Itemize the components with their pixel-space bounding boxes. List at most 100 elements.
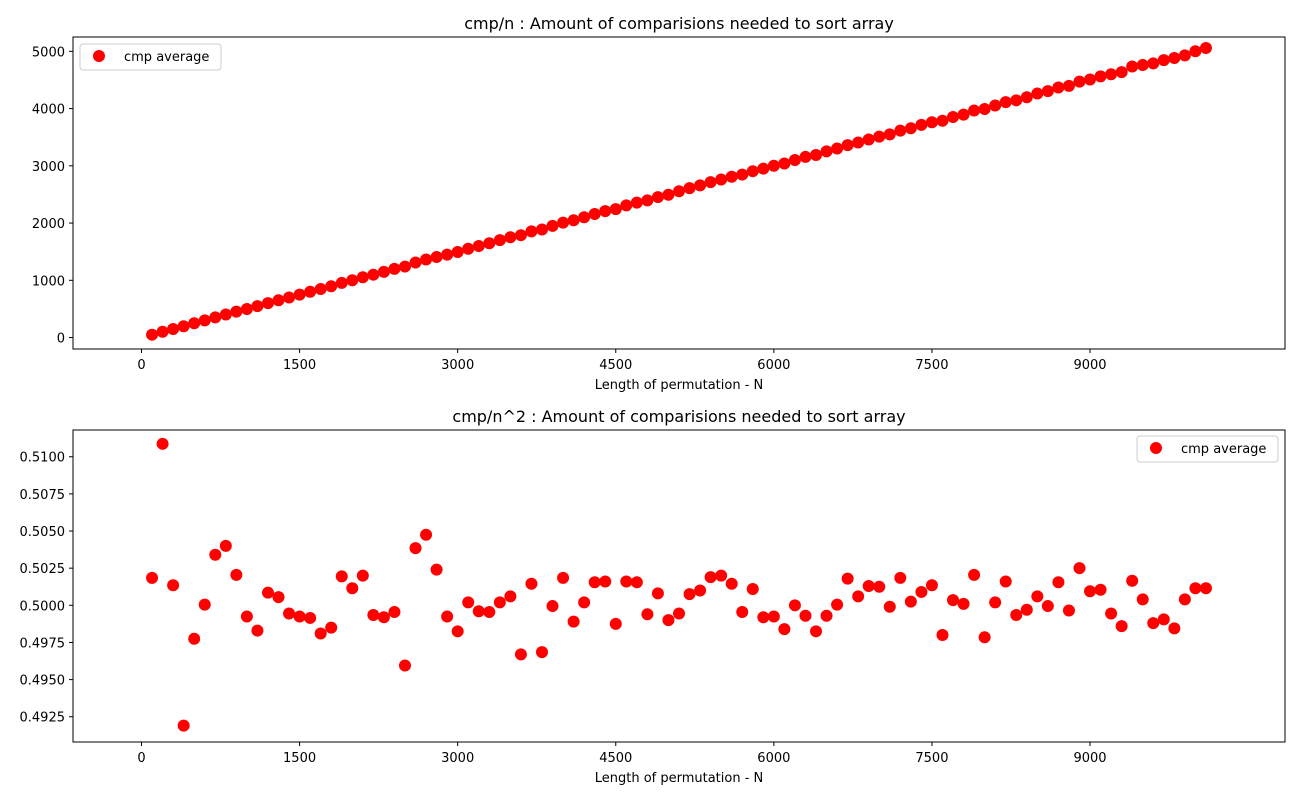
- data-point: [694, 584, 707, 597]
- data-point: [272, 591, 285, 604]
- data-point: [831, 142, 844, 155]
- y-tick-label: 0.5025: [20, 562, 66, 577]
- data-point: [651, 191, 664, 204]
- data-point: [1147, 57, 1160, 70]
- y-tick-label: 0.5100: [20, 451, 66, 466]
- y-tick-label: 2000: [32, 217, 65, 232]
- data-point: [177, 719, 190, 732]
- data-point: [409, 256, 422, 269]
- data-point: [788, 153, 801, 166]
- x-tick-label: 4500: [599, 751, 632, 766]
- data-point: [188, 317, 201, 330]
- data-point: [894, 571, 907, 584]
- data-point: [915, 585, 928, 598]
- x-tick-label: 6000: [757, 751, 790, 766]
- data-point: [1073, 562, 1086, 575]
- data-point: [293, 610, 306, 623]
- data-point: [599, 575, 612, 588]
- data-point: [1084, 73, 1097, 86]
- data-point: [167, 322, 180, 335]
- data-point: [472, 240, 485, 253]
- data-point: [493, 596, 506, 609]
- data-point: [557, 216, 570, 229]
- data-point: [514, 229, 527, 242]
- data-point: [251, 624, 264, 637]
- data-point: [304, 611, 317, 624]
- data-point: [230, 305, 243, 318]
- data-point: [1094, 583, 1107, 596]
- data-point: [852, 590, 865, 603]
- data-point: [314, 627, 327, 640]
- data-point: [799, 150, 812, 163]
- data-point: [662, 188, 675, 201]
- data-point: [430, 563, 443, 576]
- data-point: [715, 569, 728, 582]
- data-point: [367, 608, 380, 621]
- data-point: [810, 148, 823, 161]
- data-point: [504, 590, 517, 603]
- data-point: [651, 587, 664, 600]
- data-point: [1020, 603, 1033, 616]
- data-point: [441, 610, 454, 623]
- data-point: [240, 302, 253, 315]
- data-point: [641, 194, 654, 207]
- data-point: [219, 539, 232, 552]
- data-point: [1073, 75, 1086, 88]
- data-point: [767, 610, 780, 623]
- data-point: [283, 607, 296, 620]
- data-point: [820, 145, 833, 158]
- data-point: [1126, 574, 1139, 587]
- data-point: [567, 615, 580, 628]
- data-point: [673, 607, 685, 620]
- axes-frame: [72, 36, 1286, 350]
- data-point: [335, 276, 348, 289]
- data-point: [978, 102, 991, 115]
- data-point: [799, 609, 812, 622]
- data-point: [841, 139, 854, 152]
- data-point: [778, 623, 791, 636]
- x-tick-label: 1500: [283, 751, 316, 766]
- data-point: [1052, 576, 1065, 589]
- data-point: [420, 253, 433, 266]
- y-tick-label: 0.4925: [20, 711, 66, 726]
- data-point: [1052, 81, 1065, 94]
- data-point: [230, 568, 243, 581]
- data-point: [1094, 70, 1107, 83]
- data-point: [146, 328, 159, 341]
- data-point: [778, 157, 791, 170]
- data-point: [578, 596, 591, 609]
- data-point: [757, 611, 770, 624]
- data-point: [198, 314, 211, 327]
- data-point: [1199, 582, 1212, 595]
- data-point: [588, 208, 601, 221]
- data-point: [936, 114, 949, 127]
- data-point: [209, 311, 222, 324]
- data-point: [251, 300, 264, 313]
- data-point: [883, 600, 896, 613]
- data-point: [578, 211, 591, 224]
- data-point: [1105, 68, 1118, 81]
- data-point: [704, 176, 717, 189]
- y-tick-label: 0.5075: [20, 488, 66, 503]
- data-point: [767, 159, 780, 172]
- data-point: [261, 297, 274, 310]
- data-point: [219, 308, 232, 321]
- data-point: [167, 579, 180, 592]
- chart-cmp-n: cmp/n : Amount of comparisions needed to…: [32, 14, 1286, 393]
- data-point: [915, 118, 928, 131]
- data-point: [1168, 52, 1181, 65]
- data-point: [240, 610, 253, 623]
- data-point: [1105, 607, 1118, 620]
- data-point: [451, 245, 464, 258]
- x-tick-label: 0: [137, 751, 145, 766]
- data-point: [1189, 45, 1202, 58]
- x-tick-label: 9000: [1073, 358, 1106, 373]
- data-point: [673, 185, 685, 198]
- legend-label: cmp average: [124, 50, 209, 65]
- legend: cmp average: [79, 43, 222, 71]
- data-point: [883, 128, 896, 141]
- data-point: [810, 625, 823, 638]
- data-point: [999, 575, 1012, 588]
- x-tick-label: 6000: [757, 358, 790, 373]
- data-point: [736, 606, 749, 618]
